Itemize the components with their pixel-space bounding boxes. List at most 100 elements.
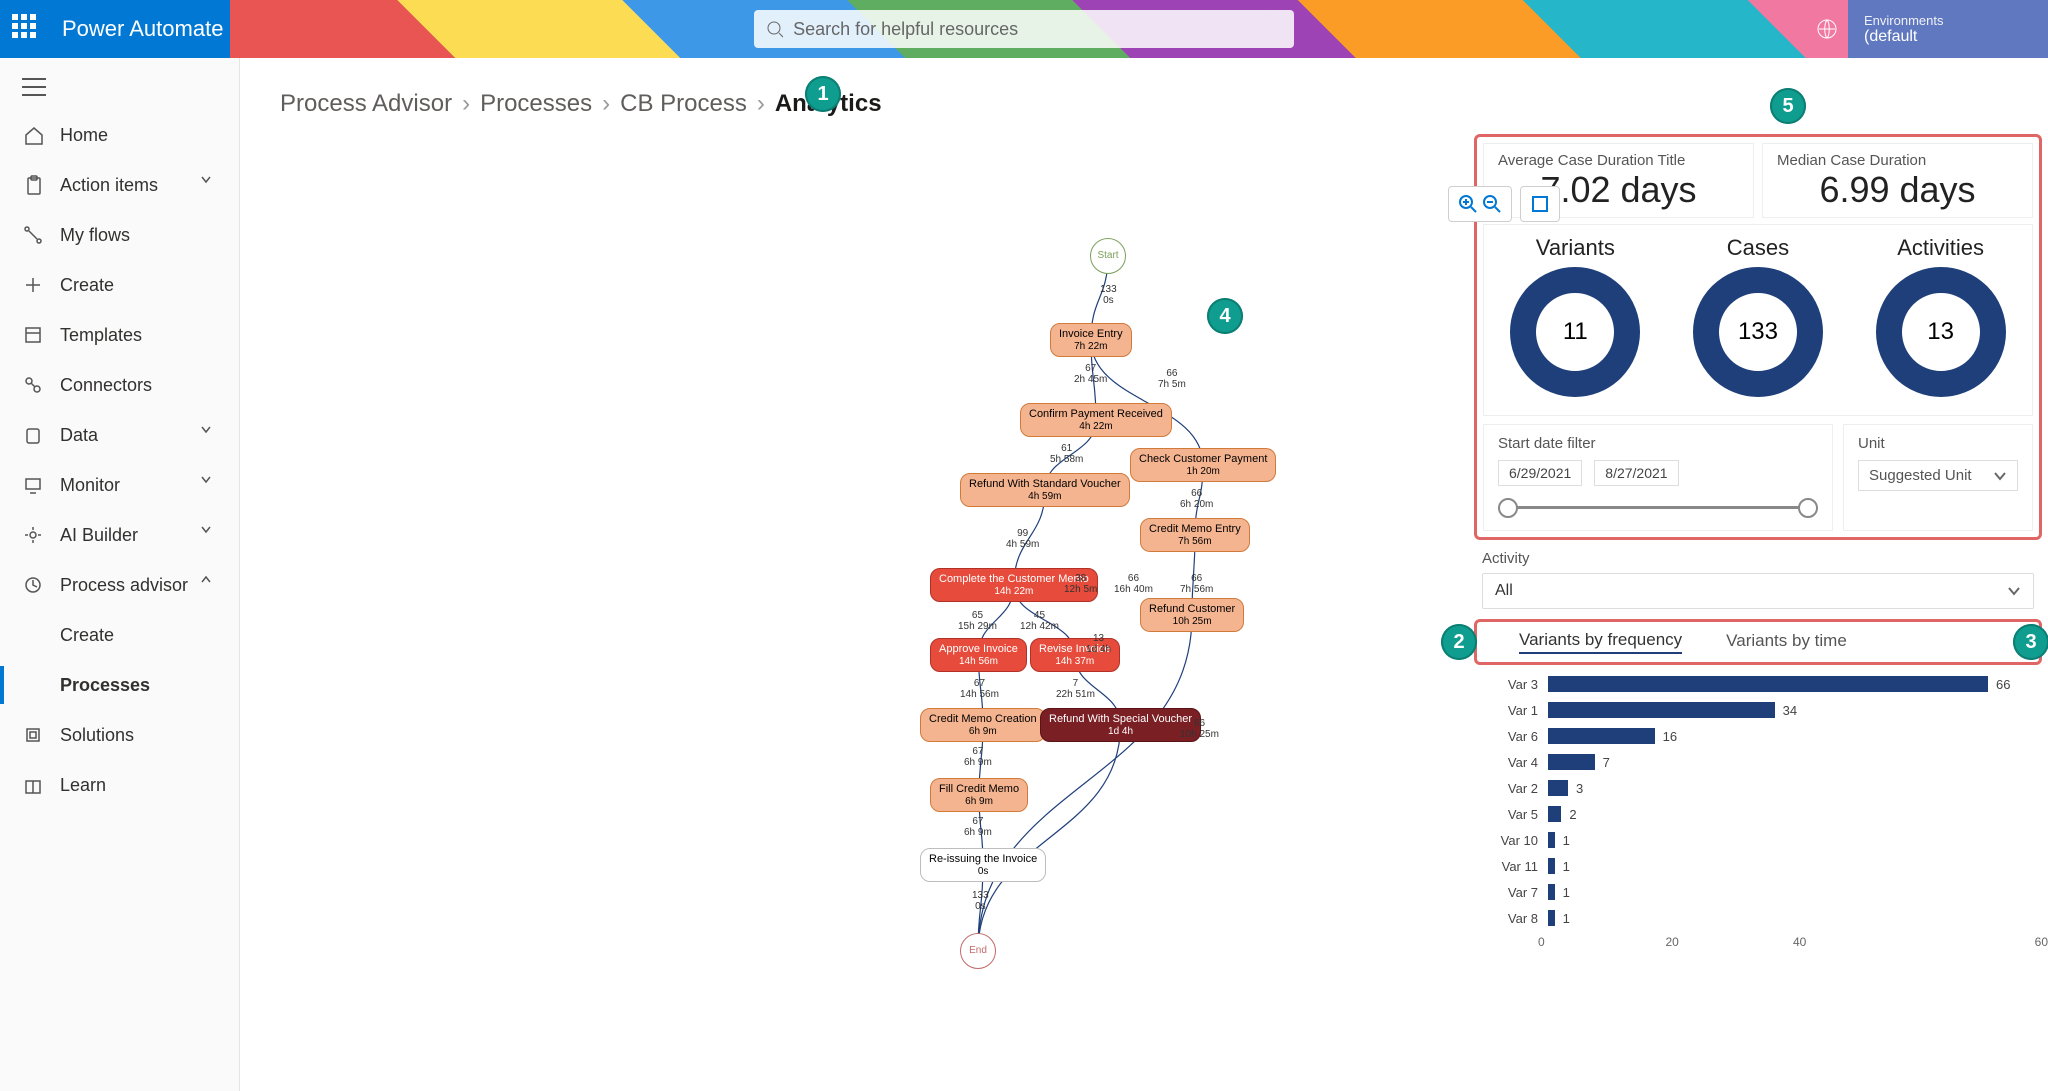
- donut-chart[interactable]: 11: [1510, 267, 1640, 397]
- bar: [1548, 702, 1775, 718]
- node-duration: 6h 9m: [929, 726, 1037, 738]
- bar-row[interactable]: Var 47: [1488, 749, 2028, 775]
- sidebar-item-home[interactable]: Home: [0, 110, 239, 160]
- node-label: Fill Credit Memo: [939, 783, 1019, 795]
- diagram-node[interactable]: Credit Memo Creation6h 9m: [920, 708, 1046, 742]
- environment-picker[interactable]: Environments (default: [1848, 0, 2048, 58]
- node-duration: 7h 22m: [1059, 341, 1123, 353]
- zoom-out-icon[interactable]: [1482, 194, 1502, 214]
- template-icon: [20, 325, 46, 345]
- unit-card: Unit Suggested Unit: [1843, 424, 2033, 531]
- diagram-node[interactable]: Start: [1090, 238, 1126, 274]
- bar-value: 66: [1988, 677, 2010, 692]
- breadcrumb-link[interactable]: Processes: [480, 90, 592, 118]
- app-launcher-icon[interactable]: [12, 14, 42, 44]
- node-duration: 6h 9m: [939, 796, 1019, 808]
- tab-variants-time[interactable]: Variants by time: [1726, 631, 1847, 653]
- breadcrumb-link[interactable]: CB Process: [620, 90, 747, 118]
- edge-label: 6515h 29m: [958, 610, 997, 632]
- node-duration: 10h 25m: [1149, 616, 1235, 628]
- edge-label: 6714h 56m: [960, 678, 999, 700]
- sidebar-item-solutions[interactable]: Solutions: [0, 710, 239, 760]
- diagram-node[interactable]: Check Customer Payment1h 20m: [1130, 448, 1276, 482]
- donut-cell: Activities13: [1876, 235, 2006, 397]
- bar-name: Var 7: [1488, 885, 1548, 900]
- sidebar-item-create[interactable]: Create: [0, 260, 239, 310]
- unit-label: Unit: [1858, 435, 2018, 452]
- date-from[interactable]: 6/29/2021: [1498, 460, 1582, 486]
- sidebar-item-monitor[interactable]: Monitor: [0, 460, 239, 510]
- bar-row[interactable]: Var 111: [1488, 853, 2028, 879]
- sidebar-item-data[interactable]: Data: [0, 410, 239, 460]
- date-range-slider[interactable]: [1498, 496, 1818, 520]
- bar-value: 2: [1561, 807, 1576, 822]
- sidebar-item-templates[interactable]: Templates: [0, 310, 239, 360]
- diagram-node[interactable]: Refund With Special Voucher1d 4h: [1040, 708, 1201, 742]
- sidebar-item-label: My flows: [60, 225, 130, 246]
- avg-duration-title: Average Case Duration Title: [1498, 152, 1739, 169]
- bar-row[interactable]: Var 616: [1488, 723, 2028, 749]
- bar: [1548, 858, 1555, 874]
- diagram-node[interactable]: Credit Memo Entry7h 56m: [1140, 518, 1250, 552]
- axis-tick: 60: [1921, 935, 2048, 949]
- diagram-node[interactable]: Fill Credit Memo6h 9m: [930, 778, 1028, 812]
- diagram-node[interactable]: End: [960, 933, 996, 969]
- activity-select[interactable]: All: [1482, 573, 2034, 609]
- app-title: Power Automate: [62, 16, 223, 42]
- sidebar-item-label: Solutions: [60, 725, 134, 746]
- diagram-node[interactable]: Refund With Standard Voucher4h 59m: [960, 473, 1130, 507]
- sidebar-item-aibuilder[interactable]: AI Builder: [0, 510, 239, 560]
- diagram-node[interactable]: Refund Customer10h 25m: [1140, 598, 1244, 632]
- donut-row: Variants 11 Cases 133 Activities13: [1483, 224, 2033, 416]
- bar-row[interactable]: Var 71: [1488, 879, 2028, 905]
- edge-label: 1330s: [972, 890, 989, 912]
- sidebar-item-paproc[interactable]: Processes: [0, 660, 239, 710]
- zoom-in-icon[interactable]: [1458, 194, 1478, 214]
- search-box[interactable]: [754, 10, 1294, 48]
- sidebar-item-pacreate[interactable]: Create: [0, 610, 239, 660]
- unit-select[interactable]: Suggested Unit: [1858, 460, 2018, 491]
- donut-label: Variants: [1510, 235, 1640, 261]
- sidebar-item-action[interactable]: Action items: [0, 160, 239, 210]
- activity-value: All: [1495, 582, 1513, 600]
- chevron-down-icon: [1993, 469, 2007, 483]
- breadcrumb-link[interactable]: Process Advisor: [280, 90, 452, 118]
- connector-icon: [20, 375, 46, 395]
- sidebar-item-label: Connectors: [60, 375, 152, 396]
- edge-label: 676h 9m: [964, 816, 992, 838]
- edge-label: 667h 56m: [1180, 573, 1213, 595]
- bar-row[interactable]: Var 366: [1488, 671, 2028, 697]
- date-to[interactable]: 8/27/2021: [1594, 460, 1678, 486]
- sidebar-item-padvisor[interactable]: Process advisor: [0, 560, 239, 610]
- sidebar-item-label: Create: [60, 275, 114, 296]
- sidebar-item-learn[interactable]: Learn: [0, 760, 239, 810]
- donut-chart[interactable]: 133: [1693, 267, 1823, 397]
- sidebar-item-myflows[interactable]: My flows: [0, 210, 239, 260]
- diagram-node[interactable]: Approve Invoice14h 56m: [930, 638, 1027, 672]
- sidebar-item-connectors[interactable]: Connectors: [0, 360, 239, 410]
- bar-row[interactable]: Var 52: [1488, 801, 2028, 827]
- bar-row[interactable]: Var 23: [1488, 775, 2028, 801]
- tab-variants-frequency[interactable]: Variants by frequency: [1519, 630, 1682, 654]
- bar-row[interactable]: Var 134: [1488, 697, 2028, 723]
- node-duration: 14h 56m: [939, 656, 1018, 668]
- search-input[interactable]: [793, 19, 1282, 40]
- bar-name: Var 4: [1488, 755, 1548, 770]
- bar-row[interactable]: Var 81: [1488, 905, 2028, 931]
- node-label: Credit Memo Creation: [929, 713, 1037, 725]
- fit-screen-button[interactable]: [1520, 186, 1560, 222]
- bar-row[interactable]: Var 101: [1488, 827, 2028, 853]
- chevron-down-icon: [2007, 584, 2021, 598]
- donut-label: Cases: [1693, 235, 1823, 261]
- sidebar-item-label: Processes: [60, 675, 150, 696]
- clipboard-icon: [20, 175, 46, 195]
- donut-value: 133: [1738, 318, 1778, 346]
- donut-cell: Variants 11: [1510, 235, 1640, 397]
- diagram-node[interactable]: Confirm Payment Received4h 22m: [1020, 403, 1172, 437]
- diagram-node[interactable]: Re-issuing the Invoice0s: [920, 848, 1046, 882]
- donut-chart[interactable]: 13: [1876, 267, 2006, 397]
- learn-icon: [20, 775, 46, 795]
- diagram-node[interactable]: Invoice Entry7h 22m: [1050, 323, 1132, 357]
- hamburger-icon[interactable]: [22, 78, 46, 96]
- donut-cell: Cases 133: [1693, 235, 1823, 397]
